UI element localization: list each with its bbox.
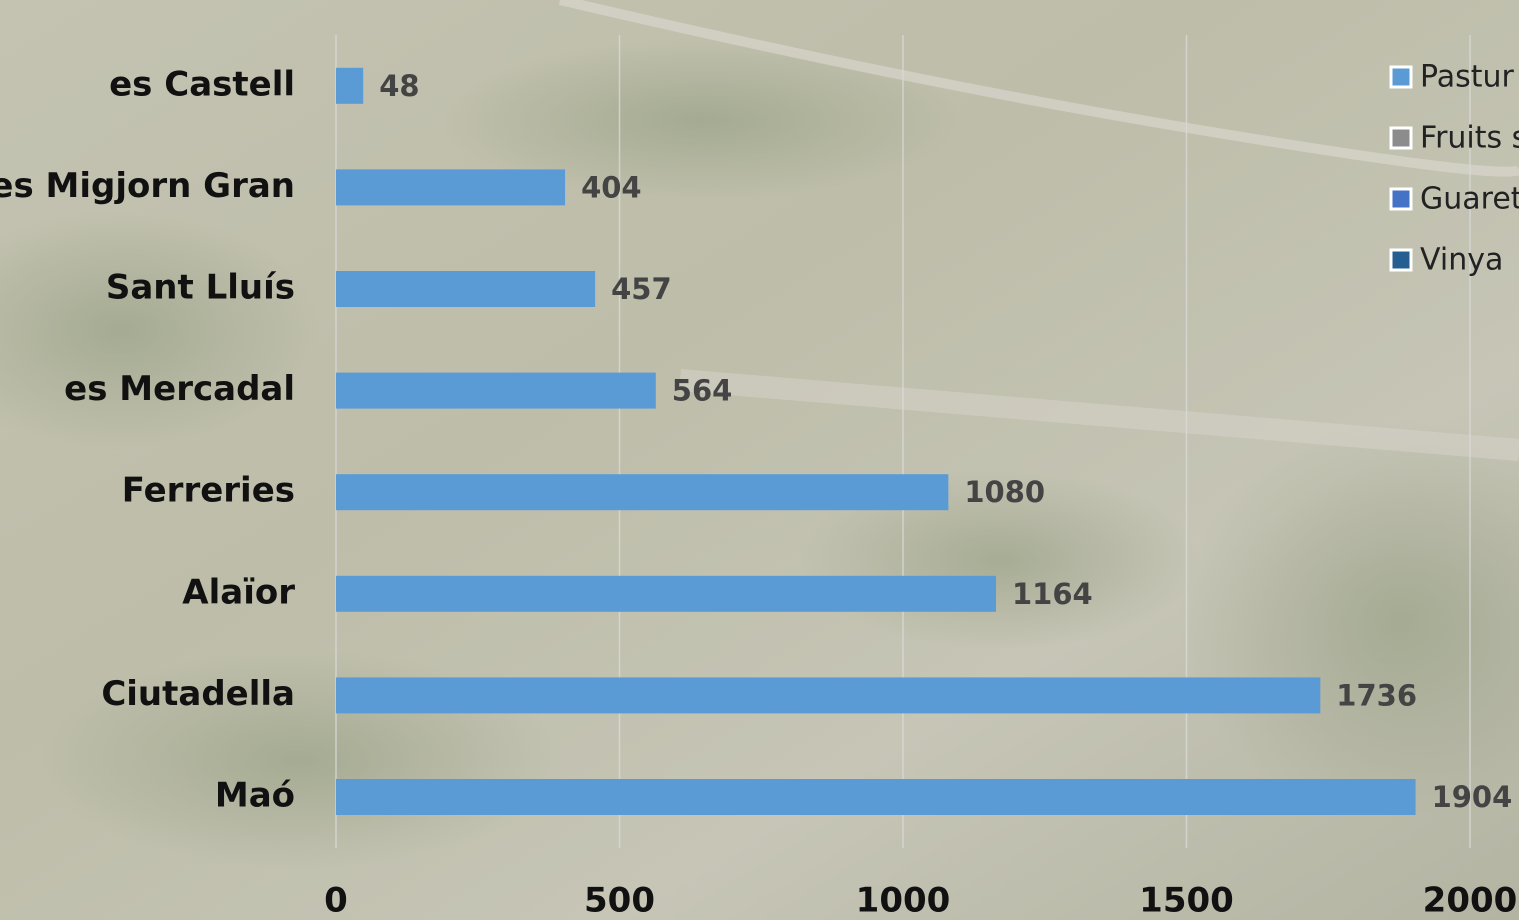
category-label: es Migjorn Gran <box>0 166 295 206</box>
bar <box>336 372 656 409</box>
category-label: Sant Lluís <box>106 268 295 308</box>
bar <box>336 67 364 104</box>
category-label: Maó <box>215 776 295 816</box>
category-label: es Mercadal <box>64 369 295 409</box>
legend-label: Vinya <box>1420 243 1503 278</box>
bar <box>336 169 566 206</box>
labels: 0 500 1000 1500 2000 es Castell 48 es Migjorn G… <box>0 64 1517 920</box>
bar <box>336 474 949 511</box>
x-tick-label: 1500 <box>1139 881 1234 920</box>
x-tick-label: 1000 <box>856 881 951 920</box>
data-label: 48 <box>379 69 419 103</box>
bar <box>336 677 1321 714</box>
legend-swatch <box>1389 187 1413 211</box>
category-label: Ferreries <box>122 471 295 511</box>
bar <box>336 575 996 612</box>
data-label: 1080 <box>964 475 1045 509</box>
legend-swatch <box>1389 126 1413 150</box>
legend-label: Guaret <box>1420 182 1519 217</box>
bar <box>336 271 596 307</box>
background-texture <box>0 0 1519 870</box>
x-tick-label: 500 <box>584 881 655 920</box>
data-label: 564 <box>672 374 733 408</box>
data-label: 404 <box>581 170 642 204</box>
category-label: Alaïor <box>182 572 295 612</box>
legend-label: Fruits s <box>1420 121 1519 156</box>
bars <box>336 67 1416 815</box>
category-label: Ciutadella <box>101 674 295 714</box>
x-tick-label: 2000 <box>1423 881 1518 920</box>
data-label: 1164 <box>1012 577 1093 611</box>
legend-label: Pastur <box>1420 60 1515 95</box>
bar <box>336 779 1416 815</box>
x-tick-label: 0 <box>324 881 348 920</box>
legend-swatch <box>1389 248 1413 272</box>
data-label: 1736 <box>1336 678 1417 712</box>
data-label: 1904 <box>1432 780 1513 814</box>
data-label: 457 <box>611 272 672 306</box>
legend: Pastur Fruits s Guaret Vinya <box>1389 60 1519 278</box>
legend-swatch <box>1389 65 1413 89</box>
category-label: es Castell <box>109 64 295 104</box>
